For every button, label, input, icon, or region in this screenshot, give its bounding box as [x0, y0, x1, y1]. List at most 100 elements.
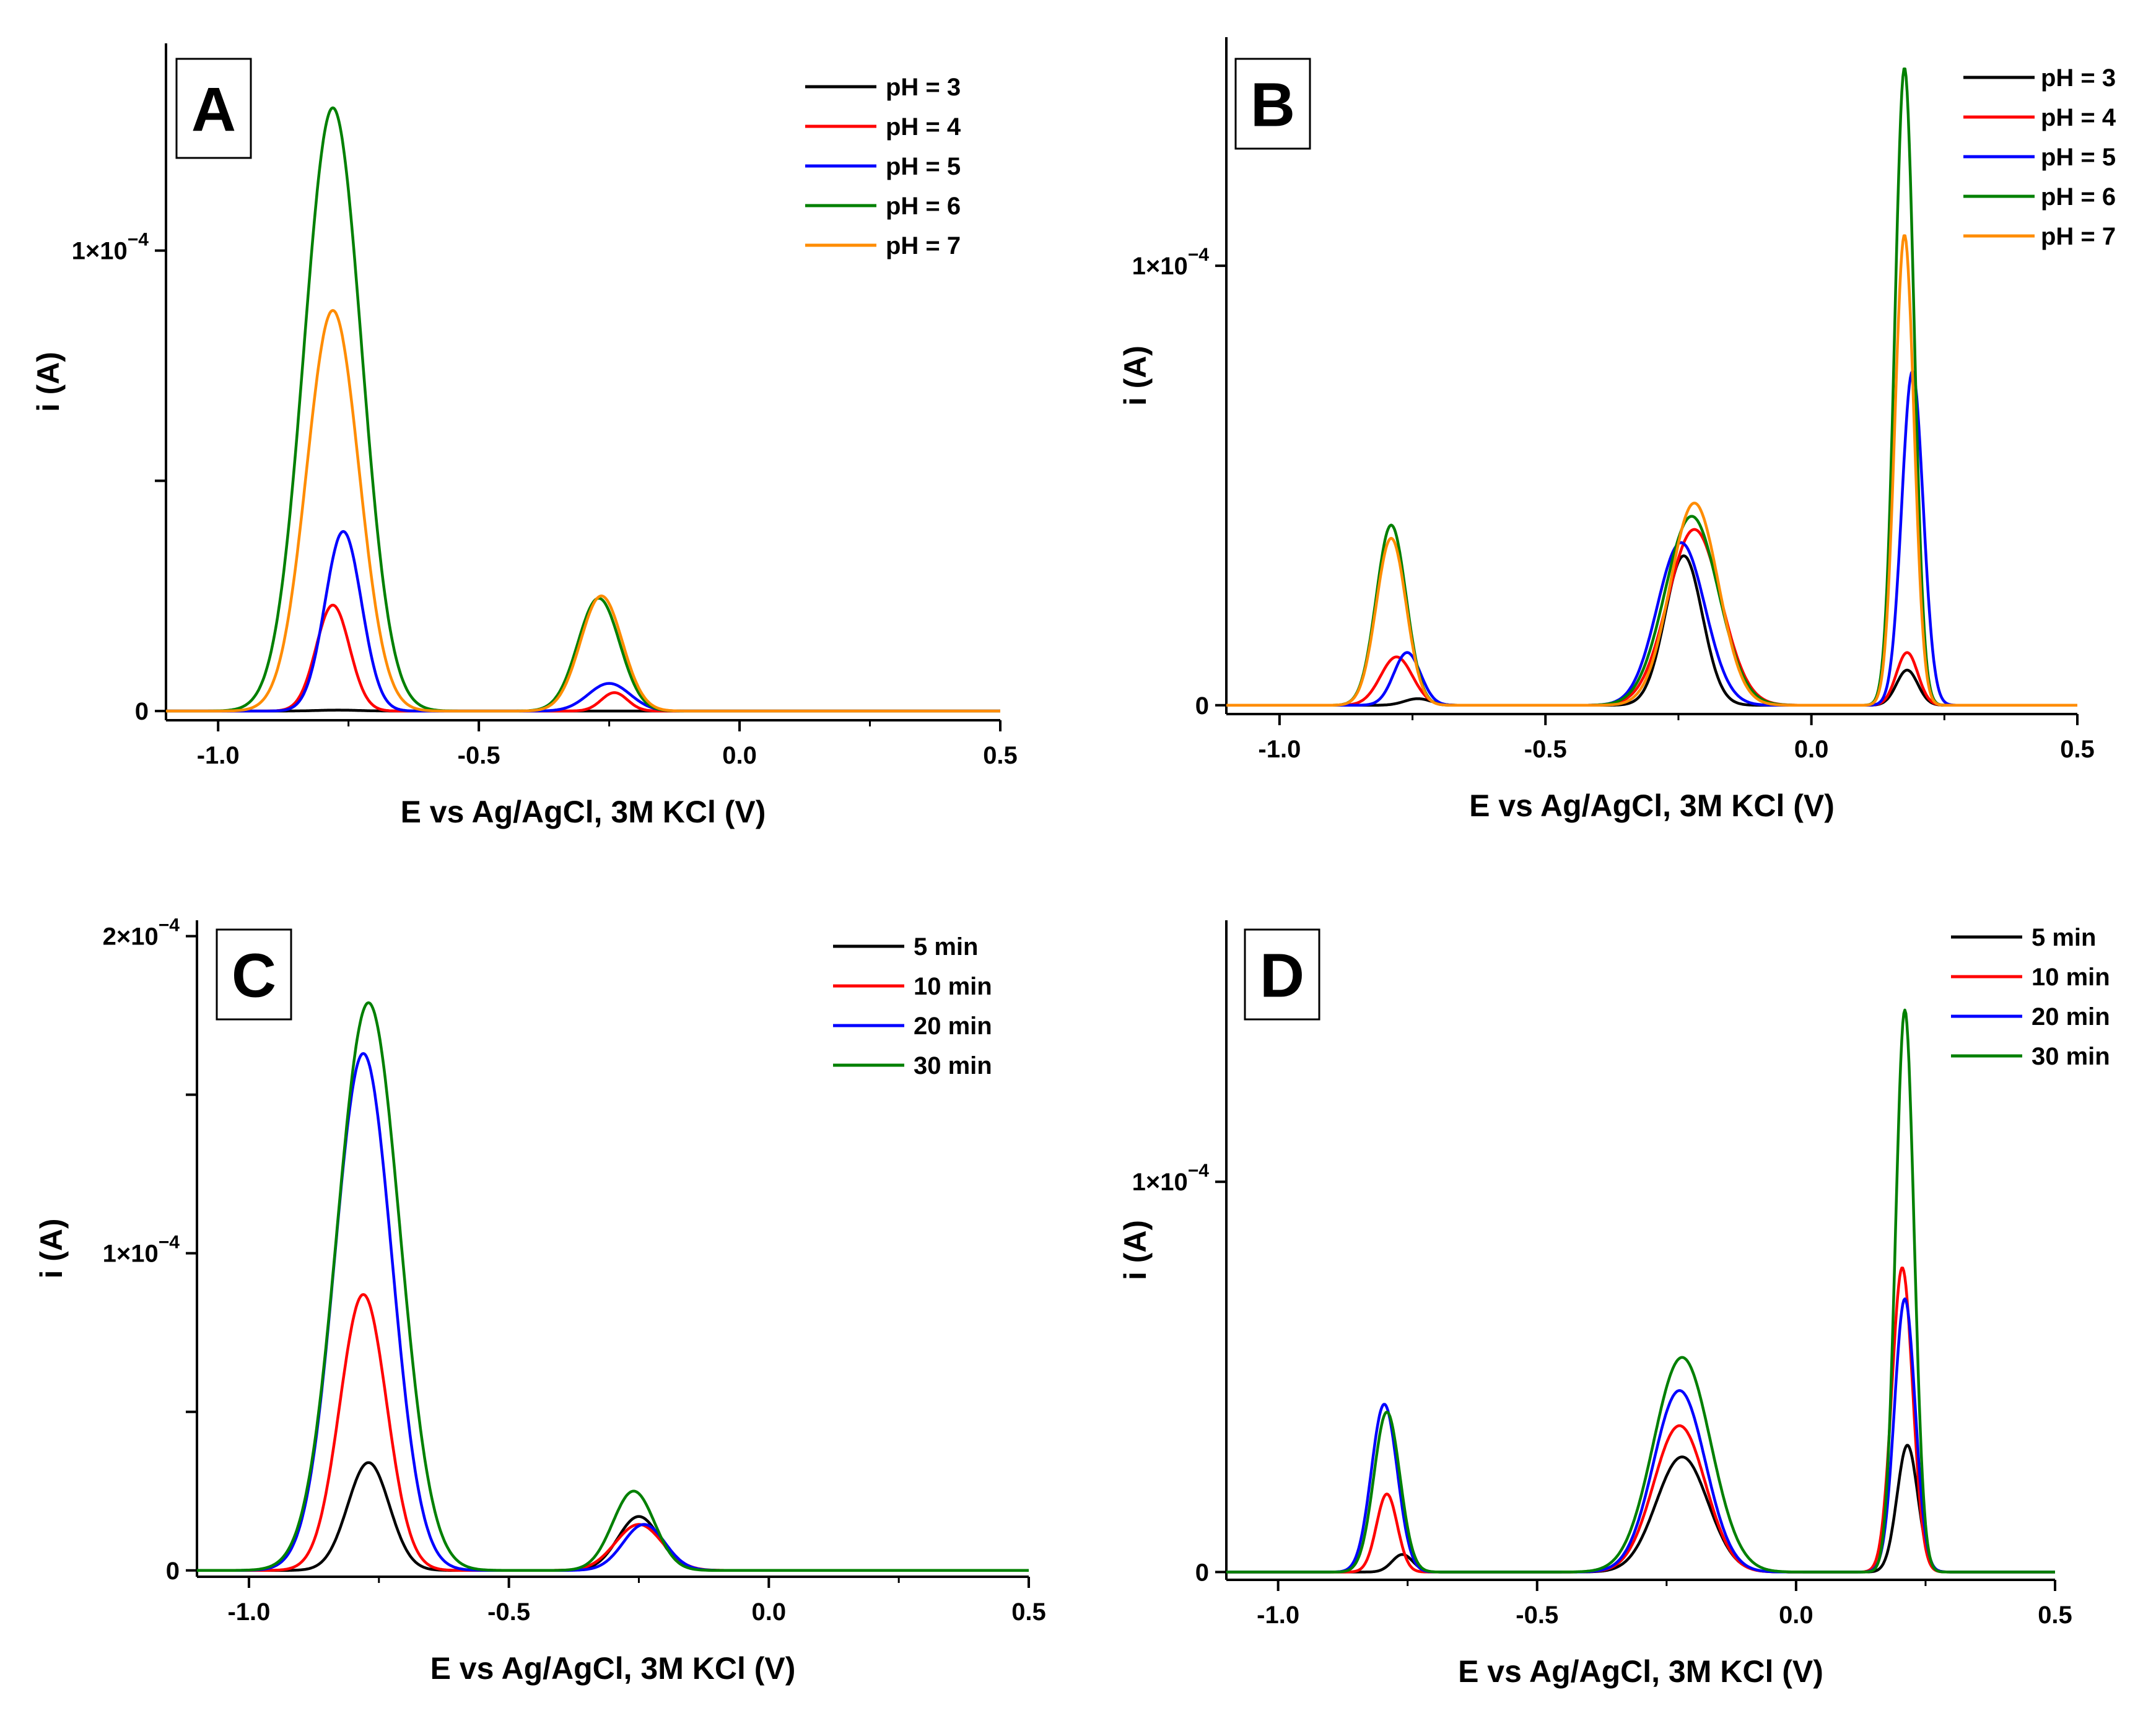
legend-entry: pH = 7	[886, 232, 961, 259]
x-tick-label: -1.0	[1257, 1602, 1299, 1629]
series-line-2	[166, 603, 1000, 713]
y-tick-label-base: 1×10	[103, 1240, 159, 1268]
legend-entry: pH = 3	[886, 74, 961, 101]
y-tick-label-base: 0	[1195, 1559, 1209, 1586]
x-tick-label: -1.0	[1258, 736, 1301, 763]
y-tick-label-base: 0	[135, 698, 149, 725]
y-axis-title: i (A)	[1118, 346, 1153, 406]
panel-letter: A	[191, 75, 236, 144]
x-tick-label: -0.5	[1516, 1602, 1558, 1629]
x-tick-label: 0.0	[722, 742, 757, 769]
y-tick-label: 0	[166, 1558, 180, 1585]
chart-b: -1.0 -0.5 0.0 0.5 0 1×10−4 E vs Ag/AgCl, 3M KC…	[1118, 37, 2116, 823]
legend-entry: pH = 4	[2041, 104, 2116, 131]
panel-letter: C	[232, 941, 276, 1011]
y-tick-label-exponent: −4	[159, 915, 180, 936]
y-tick-label-exponent: −4	[1188, 1161, 1210, 1181]
legend-entry: pH = 6	[2041, 183, 2116, 211]
legend-entry: 5 min	[2032, 924, 2096, 951]
y-tick-label: 0	[1195, 1559, 1209, 1586]
panel-letter: D	[1260, 941, 1304, 1011]
x-tick-label: 0.0	[1794, 736, 1829, 763]
y-tick-label: 1×10−4	[1132, 245, 1210, 280]
y-axis-title: i (A)	[31, 352, 66, 412]
series-line-3	[166, 530, 1000, 713]
series-line-5	[1226, 234, 2077, 707]
panel-letter-box	[1244, 928, 1320, 1021]
chart-d: -1.0 -0.5 0.0 0.5 0 1×10−4 E vs Ag/AgCl, 3M KC…	[1118, 920, 2110, 1689]
panel-letter-box	[1234, 58, 1311, 150]
chart-a: -1.0 -0.5 0.0 0.5 0 1×10−4 E vs Ag/AgCl, 3M KC…	[31, 43, 1018, 829]
x-axis-title: E vs Ag/AgCl, 3M KCl (V)	[1469, 788, 1835, 823]
series-line-2	[197, 1293, 1029, 1572]
x-axis-title: E vs Ag/AgCl, 3M KCl (V)	[401, 795, 766, 829]
plot-area	[166, 106, 1000, 713]
panel-d: -1.0 -0.5 0.0 0.5 0 1×10−4 E vs Ag/AgCl, 3M KC…	[1078, 861, 2156, 1723]
series-line-4	[197, 1001, 1029, 1572]
legend-entry: pH = 7	[2041, 223, 2116, 250]
x-axis-title: E vs Ag/AgCl, 3M KCl (V)	[1458, 1654, 1823, 1689]
series-line-3	[197, 1052, 1029, 1572]
y-tick-label-base: 1×10	[1132, 253, 1188, 280]
legend-entry: 5 min	[914, 933, 978, 961]
panel-a: -1.0 -0.5 0.0 0.5 0 1×10−4 E vs Ag/AgCl, 3M KC…	[0, 0, 1078, 861]
plot-area	[1226, 1008, 2055, 1574]
series-line-2	[1226, 1266, 2055, 1574]
x-tick-label: -0.5	[458, 742, 500, 769]
legend-entry: 20 min	[914, 1013, 992, 1040]
y-tick-label-base: 0	[1195, 692, 1209, 720]
y-tick-label: 0	[135, 698, 149, 725]
panel-letter-box	[175, 58, 252, 159]
y-tick-label: 1×10−4	[1132, 1161, 1210, 1196]
y-tick-label: 2×10−4	[103, 915, 180, 951]
x-tick-label: 0.5	[2060, 736, 2095, 763]
x-tick-label: 0.5	[1011, 1598, 1046, 1626]
y-tick-label-base: 1×10	[72, 238, 128, 265]
legend-entry: 30 min	[914, 1052, 992, 1079]
legend-entry: 30 min	[2032, 1043, 2110, 1070]
x-tick-label: -0.5	[1524, 736, 1567, 763]
x-tick-label: 0.0	[752, 1598, 787, 1626]
plot-area	[1226, 68, 2077, 707]
y-axis-title: i (A)	[34, 1218, 69, 1278]
series-line-4	[1226, 1008, 2055, 1574]
y-tick-label: 1×10−4	[103, 1232, 180, 1268]
panel-letter: B	[1250, 71, 1295, 140]
y-tick-label-base: 2×10	[103, 923, 159, 951]
y-tick-label-base: 0	[166, 1558, 180, 1585]
panel-b: -1.0 -0.5 0.0 0.5 0 1×10−4 E vs Ag/AgCl, 3M KC…	[1078, 0, 2156, 861]
legend-entry: pH = 5	[886, 153, 961, 180]
legend-entry: pH = 4	[886, 113, 961, 141]
legend-entry: 10 min	[2032, 964, 2110, 991]
x-tick-label: -0.5	[487, 1598, 530, 1626]
legend-entry: 20 min	[2032, 1003, 2110, 1031]
y-tick-label: 1×10−4	[72, 230, 149, 265]
series-line-3	[1226, 1297, 2055, 1574]
y-axis-title: i (A)	[1118, 1220, 1153, 1280]
y-tick-label-base: 1×10	[1132, 1169, 1188, 1196]
y-tick-label: 0	[1195, 692, 1209, 720]
series-line-3	[1226, 370, 2077, 707]
series-line-2	[1226, 528, 2077, 707]
x-tick-label: 0.5	[983, 742, 1018, 769]
series-line-4	[166, 106, 1000, 713]
y-tick-label-exponent: −4	[128, 230, 149, 250]
x-axis-title: E vs Ag/AgCl, 3M KCl (V)	[430, 1651, 796, 1686]
series-line-1	[1226, 1444, 2055, 1574]
panel-letter-box	[216, 928, 292, 1021]
x-tick-label: 0.5	[2038, 1602, 2072, 1629]
series-line-5	[166, 309, 1000, 713]
y-tick-label-exponent: −4	[1188, 245, 1210, 265]
legend-entry: pH = 3	[2041, 64, 2116, 92]
x-tick-label: -1.0	[227, 1598, 270, 1626]
legend-entry: pH = 6	[886, 193, 961, 220]
panel-c: -1.0 -0.5 0.0 0.5 0 1×10−4 2×10−4 E vs Ag/AgCl,…	[0, 861, 1078, 1723]
plot-area	[197, 1001, 1029, 1572]
x-tick-label: 0.0	[1779, 1602, 1813, 1629]
series-line-4	[1226, 68, 2077, 707]
legend-entry: 10 min	[914, 973, 992, 1000]
chart-c: -1.0 -0.5 0.0 0.501×10−42×10−4E vs Ag/AgCl,…	[34, 915, 1046, 1686]
y-tick-label-exponent: −4	[159, 1232, 180, 1253]
x-tick-label: -1.0	[197, 742, 240, 769]
legend-entry: pH = 5	[2041, 144, 2116, 171]
